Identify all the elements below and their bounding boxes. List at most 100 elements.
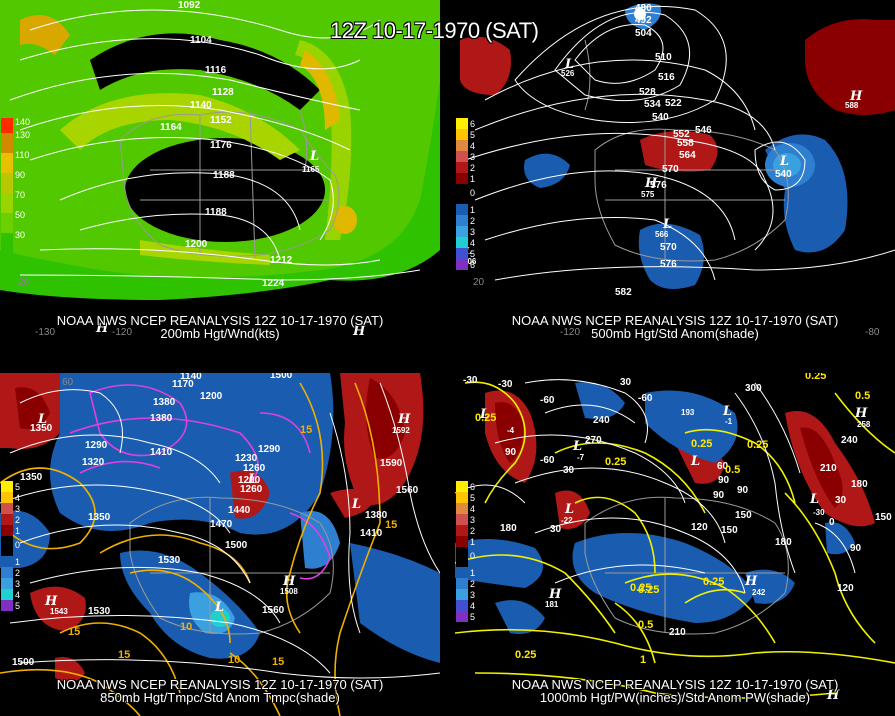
contour-label: 570 bbox=[662, 164, 679, 175]
low-center-marker: L bbox=[214, 600, 224, 615]
panel-subcaption: 850mb Hgt/Tmpc/Std Anom Tmpc(shade) bbox=[100, 690, 340, 705]
contour-label: 240 bbox=[593, 415, 610, 426]
contour-label: 30 bbox=[563, 465, 575, 476]
legend-label: 4 bbox=[15, 493, 21, 503]
legend-label: 3 bbox=[470, 152, 476, 162]
coastlines bbox=[584, 496, 789, 635]
contour-label: 180 bbox=[775, 537, 792, 548]
center-value: -7 bbox=[577, 453, 585, 462]
panel-200mb: 1092 1104 1116 1128 1140 1152 1164 1176 … bbox=[0, 0, 440, 345]
high-center-marker: H bbox=[282, 574, 296, 589]
contour-label: 1560 bbox=[396, 485, 419, 496]
panel-subcaption: 200mb Hgt/Wnd(kts) bbox=[160, 326, 280, 341]
legend-label: 4 bbox=[470, 601, 476, 611]
contour-label: 1380 bbox=[153, 397, 176, 408]
high-center-marker: H bbox=[95, 321, 109, 336]
coastlines bbox=[584, 39, 789, 262]
pw-label: 0.25 bbox=[475, 412, 496, 424]
contour-label: 516 bbox=[658, 72, 675, 83]
contour-label: 1470 bbox=[210, 519, 233, 530]
center-value: -22 bbox=[561, 516, 573, 525]
height-contours bbox=[455, 379, 856, 594]
isotherm-label: 15 bbox=[68, 626, 80, 638]
legend-label: 3 bbox=[470, 515, 476, 525]
pw-label: 0.25 bbox=[515, 649, 536, 661]
isotherm-label: 15 bbox=[300, 424, 312, 436]
pw-label: 0.25 bbox=[703, 576, 724, 588]
center-value: 181 bbox=[545, 600, 559, 609]
contour-label: 90 bbox=[718, 475, 730, 486]
contour-label: 90 bbox=[737, 485, 749, 496]
contour-label: 150 bbox=[735, 510, 752, 521]
legend-label: 1 bbox=[470, 537, 476, 547]
contour-label: 570 bbox=[660, 242, 677, 253]
high-center-marker: H bbox=[644, 176, 658, 191]
center-value: 1592 bbox=[392, 426, 410, 435]
contour-label: 504 bbox=[635, 28, 652, 39]
legend-label: 3 bbox=[15, 504, 21, 514]
contour-label: 1290 bbox=[85, 440, 108, 451]
legend-label: 130 bbox=[15, 130, 31, 140]
wind-legend: 140 130 110 90 70 50 30 bbox=[1, 118, 30, 256]
legend-label: 1 bbox=[15, 557, 21, 567]
contour-label: 552 bbox=[673, 129, 690, 140]
center-value: 526 bbox=[561, 69, 575, 78]
contour-label: 1188 bbox=[213, 170, 235, 181]
high-center-marker: H bbox=[44, 594, 58, 609]
pw-label: 0.25 bbox=[605, 456, 626, 468]
pw-label: 1 bbox=[640, 654, 646, 666]
contour-label: 510 bbox=[655, 52, 672, 63]
contour-label: 1104 bbox=[190, 35, 212, 46]
legend-label: 50 bbox=[15, 210, 26, 220]
contour-label: 558 bbox=[677, 138, 694, 149]
contour-label: 1092 bbox=[178, 0, 201, 11]
contour-label: 1152 bbox=[210, 115, 232, 126]
contour-label: 492 bbox=[635, 15, 652, 26]
legend-label: 2 bbox=[470, 216, 476, 226]
contour-label: 546 bbox=[695, 125, 712, 136]
legend-label: 0 bbox=[15, 540, 21, 550]
contour-label: 1320 bbox=[82, 457, 105, 468]
pw-contours bbox=[455, 381, 895, 699]
low-center-marker: L bbox=[722, 404, 732, 419]
low-center-marker: L bbox=[309, 149, 319, 164]
legend-label: 90 bbox=[15, 170, 26, 180]
lat-label: 20 bbox=[473, 277, 485, 288]
contour-label: 1350 bbox=[20, 472, 43, 483]
legend-label: 1 bbox=[470, 174, 476, 184]
panel-500mb: 480 492 504 510 516 522 528 534 540 546 … bbox=[455, 0, 895, 345]
legend-label: 5 bbox=[470, 249, 476, 259]
contour-label: 150 bbox=[875, 512, 892, 523]
contour-label: 1410 bbox=[360, 528, 383, 539]
legend-label: 6 bbox=[470, 260, 476, 270]
contour-label: 1176 bbox=[210, 140, 232, 151]
low-center-marker: L bbox=[690, 454, 700, 469]
contour-label: 1260 bbox=[240, 484, 263, 495]
contour-label: 300 bbox=[745, 383, 762, 394]
map-500mb: 480 492 504 510 516 522 528 534 540 546 … bbox=[460, 3, 895, 338]
height-contours bbox=[464, 5, 895, 281]
pw-label: 0.25 bbox=[638, 584, 659, 596]
contour-label: 120 bbox=[837, 583, 854, 594]
contour-label: 1380 bbox=[365, 510, 388, 521]
figure-title: 12Z 10-17-1970 (SAT) bbox=[330, 18, 539, 43]
contour-label: 1140 bbox=[190, 100, 212, 111]
pw-label: 0.5 bbox=[725, 464, 740, 476]
legend-label: 5 bbox=[470, 493, 476, 503]
contour-label: 210 bbox=[669, 627, 686, 638]
panel-subcaption: 500mb Hgt/Std Anom(shade) bbox=[591, 326, 759, 341]
contour-label: 1380 bbox=[150, 413, 173, 424]
anomaly-legend: 6 5 4 3 2 1 0 1 2 3 4 5 6 bbox=[456, 118, 475, 270]
contour-label: 1140 bbox=[180, 373, 202, 382]
legend-label: 2 bbox=[470, 163, 476, 173]
low-center-marker: L bbox=[779, 154, 789, 169]
isotherm-label: 10 bbox=[228, 654, 240, 666]
legend-label: 5 bbox=[470, 130, 476, 140]
anomaly-legend: 5 4 3 2 1 0 1 2 3 4 5 bbox=[1, 481, 20, 611]
high-center-marker: H bbox=[849, 89, 863, 104]
map-200mb: 1092 1104 1116 1128 1140 1152 1164 1176 … bbox=[0, 0, 440, 339]
legend-label: 2 bbox=[470, 579, 476, 589]
panel-subcaption: 1000mb Hgt/PW(inches)/Std Anom PW(shade) bbox=[539, 690, 811, 705]
contour-label: 180 bbox=[500, 523, 517, 534]
isotherm-label: 10 bbox=[180, 621, 192, 633]
